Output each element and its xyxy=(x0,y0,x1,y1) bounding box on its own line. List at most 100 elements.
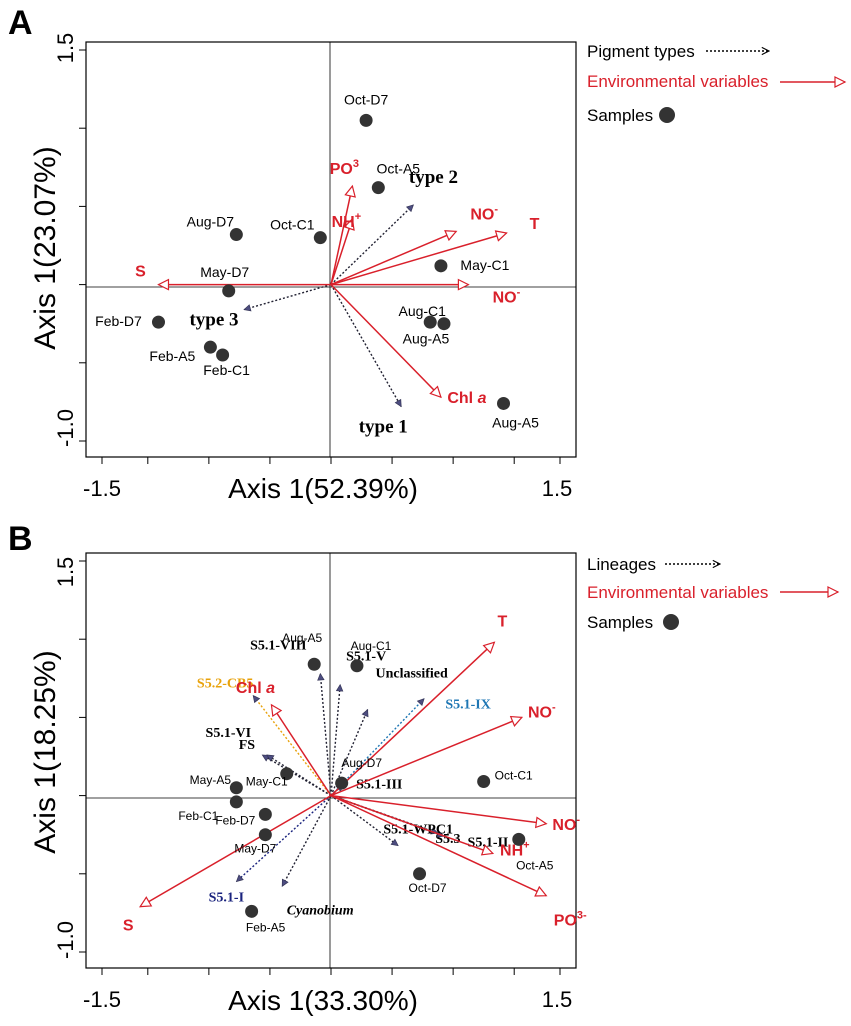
sample-point xyxy=(359,113,373,127)
legend-a-sample-dot xyxy=(659,107,675,123)
sample-label: Oct-A5 xyxy=(516,858,554,872)
lineage-label: type 2 xyxy=(409,167,458,188)
lineage-label: S5.2-CB5 xyxy=(197,677,253,692)
lineage-arrow xyxy=(330,698,425,797)
sample-point xyxy=(222,284,236,298)
variable-arrow xyxy=(330,217,355,285)
sample-label: Oct-C1 xyxy=(495,769,533,783)
lineage-arrow xyxy=(330,204,414,286)
panel-a-ytick-bottom: -1.0 xyxy=(53,409,78,447)
panel-label-b: B xyxy=(8,520,33,558)
lineage-arrow xyxy=(330,683,344,796)
sample-point xyxy=(371,181,385,195)
variable-arrow xyxy=(330,794,495,856)
variable-arrow xyxy=(330,184,356,285)
sample-point xyxy=(477,775,491,789)
lineage-arrow xyxy=(330,708,369,796)
lineage-label: Cyanobium xyxy=(287,903,354,918)
legend-a-samples: Samples xyxy=(587,106,653,125)
sample-label: May-D7 xyxy=(200,264,249,280)
lineage-arrow xyxy=(330,284,402,408)
lineage-label: type 3 xyxy=(189,310,238,331)
variable-label: T xyxy=(530,216,540,233)
sample-label: Aug-A5 xyxy=(282,631,322,645)
variable-label: NH+ xyxy=(332,211,362,231)
lineage-label: FS xyxy=(239,738,256,753)
sample-point xyxy=(313,231,327,245)
sample-point xyxy=(245,904,259,918)
sample-label: Oct-D7 xyxy=(344,91,389,107)
sample-point xyxy=(434,259,448,273)
sample-label: Feb-A5 xyxy=(149,348,195,364)
lineage-label: S5.1-II xyxy=(468,835,509,850)
variable-arrow xyxy=(139,794,332,908)
lineage-arrow xyxy=(252,694,332,797)
panel-a-frame xyxy=(85,41,577,458)
variable-arrow xyxy=(330,794,548,897)
legend-a-env-variables: Environmental variables xyxy=(587,72,768,91)
sample-point xyxy=(307,657,321,671)
lineage-arrow xyxy=(266,754,332,797)
sample-label: May-C1 xyxy=(246,775,288,789)
panel-a-ytick-top: 1.5 xyxy=(53,33,78,64)
panel-b-ytick-bottom: -1.0 xyxy=(53,921,78,959)
lineage-label: S5.1-IX xyxy=(445,698,491,713)
panel-a-legend: Pigment types Environmental variables Sa… xyxy=(587,42,847,125)
lineage-arrow xyxy=(330,795,399,847)
legend-b-sample-dot xyxy=(663,614,679,630)
variable-label: NO- xyxy=(552,814,580,834)
sample-label: Feb-C1 xyxy=(203,362,250,378)
lineage-label: S5.1-VIII xyxy=(250,639,306,654)
sample-label: May-D7 xyxy=(234,842,276,856)
variable-label: NO- xyxy=(470,203,498,223)
sample-point xyxy=(216,348,230,362)
panel-b-plot: S5.2-CB5S5.1-VIIIS5.1-VUnclassifiedS5.1-… xyxy=(29,552,840,1016)
sample-point xyxy=(229,781,243,795)
variable-arrow xyxy=(330,230,508,286)
variable-label: PO3- xyxy=(554,910,587,930)
lineage-arrow xyxy=(281,795,332,887)
sample-label: May-A5 xyxy=(190,773,232,787)
variable-label: Chl a xyxy=(447,390,486,407)
panel-a-xtick-left: -1.5 xyxy=(83,476,121,501)
variable-label: S xyxy=(123,918,134,935)
sample-point xyxy=(258,828,272,842)
sample-label: Aug-D7 xyxy=(187,214,235,230)
sample-label: Feb-A5 xyxy=(246,920,286,934)
lineage-label: type 1 xyxy=(359,417,408,438)
lineage-label: S5.1-VI xyxy=(206,726,252,741)
sample-point xyxy=(423,315,437,329)
sample-label: Aug-C1 xyxy=(398,303,446,319)
variable-arrow xyxy=(330,284,442,399)
panel-b-ytick-top: 1.5 xyxy=(53,557,78,588)
sample-label: Oct-A5 xyxy=(377,161,421,177)
sample-label: Aug-C1 xyxy=(351,639,392,653)
variable-arrow xyxy=(330,715,524,797)
sample-point xyxy=(437,317,451,331)
variable-label: T xyxy=(497,613,507,630)
sample-label: May-C1 xyxy=(460,257,509,273)
panel-a-xtick-right: 1.5 xyxy=(542,476,573,501)
lineage-label: Unclassified xyxy=(375,667,448,682)
lineage-label: S5.1-WPC1 xyxy=(383,823,453,838)
panel-b-xlabel: Axis 1(33.30%) xyxy=(228,985,418,1016)
sample-point xyxy=(151,315,165,329)
sample-point xyxy=(335,776,349,790)
panel-label-a: A xyxy=(8,4,33,42)
variable-arrow xyxy=(330,794,548,829)
sample-label: Feb-D7 xyxy=(215,813,255,827)
lineage-arrow xyxy=(317,672,332,796)
panel-b-xtick-left: -1.5 xyxy=(83,987,121,1012)
sample-point xyxy=(229,795,243,809)
sample-point xyxy=(350,659,364,673)
lineage-label: S5.1-III xyxy=(356,778,402,793)
sample-label: Feb-C1 xyxy=(178,809,218,823)
lineage-arrow xyxy=(235,795,332,883)
sample-label: Aug-A5 xyxy=(492,414,539,430)
lineage-arrow xyxy=(243,283,332,312)
sample-point xyxy=(512,832,526,846)
legend-b-samples: Samples xyxy=(587,613,653,632)
sample-label: Oct-D7 xyxy=(409,881,447,895)
variable-arrow xyxy=(330,230,458,286)
